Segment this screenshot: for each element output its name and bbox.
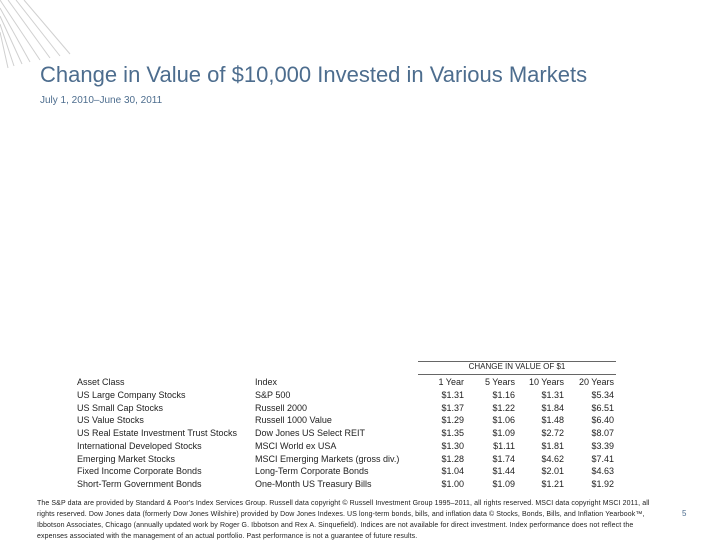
table-cell: Dow Jones US Select REIT: [255, 428, 366, 439]
table-cell: $1.31: [541, 390, 564, 400]
table-cell: US Small Cap Stocks: [77, 402, 164, 413]
table-cell: $1.35: [441, 428, 464, 439]
table-cell: Emerging Market Stocks: [77, 453, 176, 464]
header-rule: [418, 374, 616, 375]
table-cell: $1.09: [492, 428, 515, 439]
column-header: 5 Years: [484, 377, 515, 387]
table-cell: $1.22: [492, 402, 515, 413]
column-header: Index: [255, 377, 278, 387]
group-rule: [418, 361, 616, 362]
column-header: 20 Years: [578, 377, 614, 387]
table-cell: Short-Term Government Bonds: [77, 478, 202, 489]
table-cell: $6.40: [591, 415, 614, 426]
table-cell: Fixed Income Corporate Bonds: [77, 466, 202, 477]
table-cell: $7.41: [591, 453, 614, 464]
table-cell: $1.44: [492, 466, 515, 477]
table-cell: $1.21: [541, 478, 564, 489]
table-cell: $1.84: [541, 402, 564, 413]
table-cell: $1.37: [441, 402, 464, 413]
table-cell: $8.07: [591, 428, 614, 439]
table-cell: One-Month US Treasury Bills: [255, 478, 372, 489]
table-cell: $1.29: [441, 415, 464, 426]
column-header: Asset Class: [77, 377, 125, 387]
table-cell: $1.48: [541, 415, 564, 426]
corner-decoration: [0, 0, 71, 69]
table-cell: $1.30: [441, 440, 464, 451]
table-cell: $2.72: [541, 428, 564, 439]
table-cell: $1.16: [492, 390, 515, 400]
table-cell: $1.00: [441, 478, 464, 489]
table-cell: $3.39: [591, 440, 614, 451]
table-cell: MSCI Emerging Markets (gross div.): [255, 453, 400, 464]
table-cell: $1.74: [492, 453, 515, 464]
table-cell: $1.31: [441, 390, 464, 400]
table-cell: $2.01: [541, 466, 564, 477]
table-cell: MSCI World ex USA: [255, 440, 337, 451]
table-cell: $4.62: [541, 453, 564, 464]
table-cell: $1.09: [492, 478, 515, 489]
table-cell: $1.28: [441, 453, 464, 464]
table-cell: S&P 500: [255, 390, 291, 400]
table-cell: Long-Term Corporate Bonds: [255, 466, 369, 477]
table-cell: Russell 2000: [255, 402, 308, 413]
table-cell: $1.11: [493, 440, 515, 451]
table-cell: US Large Company Stocks: [77, 390, 186, 400]
table-cell: $5.34: [591, 390, 614, 400]
table-cell: $1.04: [441, 466, 464, 477]
table-cell: $1.06: [492, 415, 515, 426]
page-number: 5: [682, 509, 687, 518]
group-header: CHANGE IN VALUE OF $1: [468, 362, 566, 371]
footnote: The S&P data are provided by Standard & …: [37, 500, 650, 540]
table-cell: $6.51: [591, 402, 614, 413]
column-header: 1 Year: [438, 377, 464, 387]
table-cell: $1.92: [591, 478, 614, 489]
column-header: 10 Years: [528, 377, 564, 387]
table-cell: US Value Stocks: [77, 415, 144, 426]
subtitle: July 1, 2010–June 30, 2011: [40, 95, 163, 106]
title: Change in Value of $10,000 Invested in V…: [40, 62, 588, 87]
table-cell: International Developed Stocks: [77, 440, 202, 451]
table-cell: Russell 1000 Value: [255, 415, 332, 426]
table-cell: US Real Estate Investment Trust Stocks: [77, 428, 238, 439]
table-cell: $4.63: [591, 466, 614, 477]
table-cell: $1.81: [541, 440, 564, 451]
